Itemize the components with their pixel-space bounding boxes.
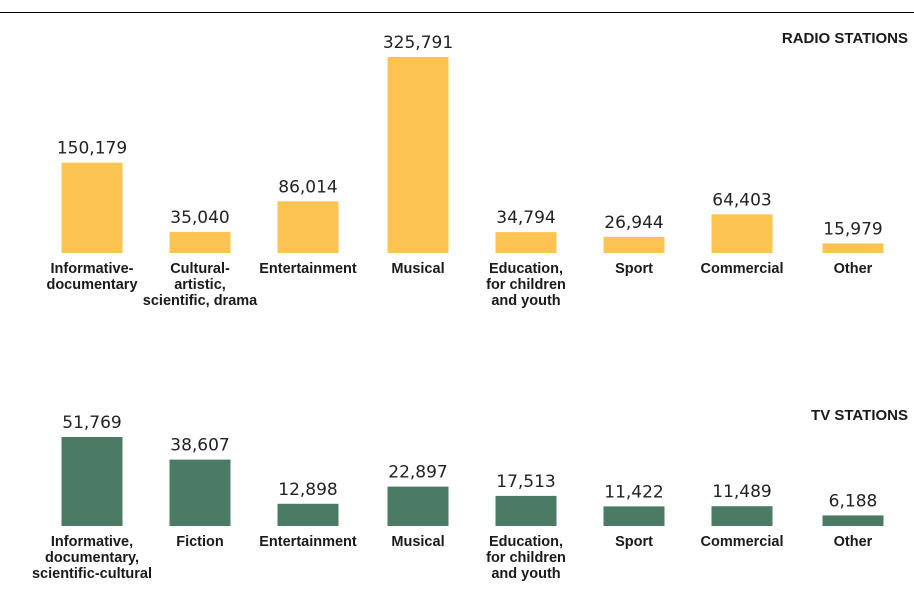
tv-category-label-2: Entertainment <box>259 534 357 550</box>
tv-bar-4 <box>495 495 557 526</box>
tv-value-label-5: 11,422 <box>604 482 663 502</box>
radio-category-label-2: Entertainment <box>259 261 357 277</box>
radio-value-label-7: 15,979 <box>823 219 882 239</box>
radio-value-label-0: 150,179 <box>57 139 127 159</box>
radio-category-label-1: Cultural-artistic, scientific, drama <box>143 261 258 309</box>
tv-bar-5 <box>603 506 665 526</box>
tv-value-label-0: 51,769 <box>62 413 121 433</box>
top-rule <box>0 12 914 13</box>
radio-value-label-5: 26,944 <box>604 213 663 233</box>
radio-bar-7 <box>822 243 884 253</box>
radio-category-label-0: Informative-documentary <box>46 261 137 293</box>
radio-bar-5 <box>603 236 665 253</box>
radio-value-label-4: 34,794 <box>496 208 555 228</box>
radio-category-label-6: Commercial <box>700 261 783 277</box>
tv-bar-1 <box>169 459 231 526</box>
radio-bar-2 <box>277 201 339 253</box>
tv-bar-2 <box>277 503 339 526</box>
tv-bar-3 <box>387 486 449 526</box>
radio-value-label-2: 86,014 <box>278 177 337 197</box>
radio-category-label-5: Sport <box>615 261 653 277</box>
radio-bar-3 <box>387 57 449 253</box>
radio-category-label-7: Other <box>834 261 873 277</box>
tv-value-label-3: 22,897 <box>388 463 447 483</box>
tv-category-label-3: Musical <box>391 534 444 550</box>
radio-value-label-1: 35,040 <box>170 208 229 228</box>
tv-chart-title: TV STATIONS <box>811 407 908 424</box>
tv-category-label-4: Education, for children and youth <box>486 534 566 582</box>
radio-value-label-6: 64,403 <box>712 190 771 210</box>
tv-value-label-7: 6,188 <box>829 491 878 511</box>
radio-category-label-4: Education, for children and youth <box>486 261 566 309</box>
radio-value-label-3: 325,791 <box>383 33 453 53</box>
tv-category-label-1: Fiction <box>176 534 224 550</box>
radio-chart-title: RADIO STATIONS <box>781 30 908 47</box>
radio-bar-0 <box>61 162 123 253</box>
tv-category-label-0: Informative, documentary, scientific-cultu… <box>32 534 152 582</box>
radio-category-label-3: Musical <box>391 261 444 277</box>
tv-value-label-4: 17,513 <box>496 472 555 492</box>
tv-category-label-6: Commercial <box>700 534 783 550</box>
radio-bar-1 <box>169 231 231 253</box>
tv-bar-0 <box>61 437 123 526</box>
radio-bar-4 <box>495 232 557 253</box>
tv-value-label-1: 38,607 <box>170 436 229 456</box>
tv-value-label-6: 11,489 <box>712 482 771 502</box>
radio-bar-6 <box>711 214 773 253</box>
tv-bar-7 <box>822 515 884 526</box>
tv-category-label-7: Other <box>834 534 873 550</box>
tv-bar-6 <box>711 506 773 526</box>
tv-value-label-2: 12,898 <box>278 480 337 500</box>
tv-category-label-5: Sport <box>615 534 653 550</box>
